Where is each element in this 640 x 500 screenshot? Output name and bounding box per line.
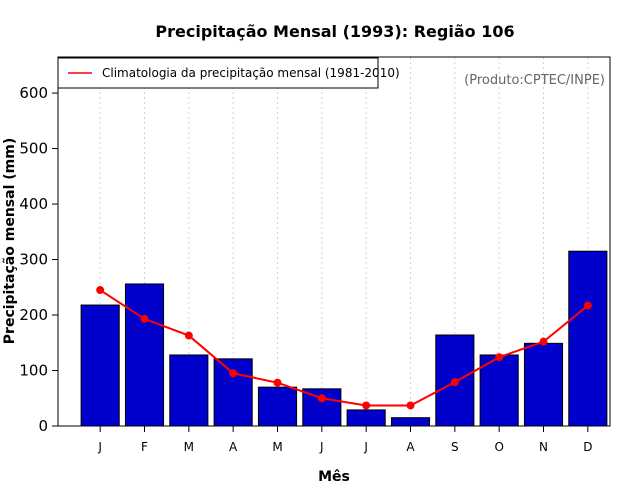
climatology-point (229, 369, 238, 378)
x-tick-label: D (583, 440, 592, 454)
x-tick-label: F (141, 440, 148, 454)
precipitation-bar (568, 250, 608, 427)
climatology-point (583, 301, 592, 310)
y-tick-label: 0 (38, 417, 48, 435)
climatology-point (96, 286, 105, 295)
plot-frame (57, 56, 611, 427)
y-tick-label: 100 (19, 362, 48, 380)
x-axis-title: Mês (318, 469, 350, 485)
x-tick-label: J (97, 440, 102, 454)
precipitation-bar (257, 386, 298, 427)
x-tick-label: J (319, 440, 324, 454)
y-tick-label: 200 (19, 306, 48, 324)
x-tick-label: J (363, 440, 368, 454)
climatology-line (99, 289, 589, 407)
grid-layer (99, 57, 589, 426)
y-axis-title: Precipitação mensal (mm) (2, 138, 18, 344)
climatology-point (273, 378, 282, 387)
precipitation-bar (346, 409, 386, 427)
precipitation-bar (169, 354, 209, 427)
product-credit: (Produto:CPTEC/INPE) (464, 73, 605, 88)
legend-entry-climatology: Climatologia da precipitação mensal (198… (102, 66, 400, 80)
x-tick-label: A (406, 440, 415, 454)
x-tick-label: A (229, 440, 238, 454)
climatology-point (140, 314, 149, 323)
climatology-point (539, 337, 548, 346)
climatology-line-layer (96, 286, 592, 410)
precipitation-bar (80, 304, 120, 427)
climatology-point (184, 331, 193, 340)
x-tick-label: O (494, 440, 503, 454)
precipitation-bar (523, 342, 564, 427)
x-tick-label: S (451, 440, 459, 454)
legend: Climatologia da precipitação mensal (198… (57, 57, 400, 89)
y-tick-label: 500 (19, 140, 48, 158)
legend-box (57, 57, 379, 89)
precipitation-bar (124, 283, 165, 427)
climatology-point (362, 401, 371, 410)
y-axis: 0 100 200 300 400 500 600 (19, 84, 58, 435)
bars-layer (80, 250, 608, 427)
y-tick-label: 400 (19, 195, 48, 213)
climatology-point (406, 401, 415, 410)
chart-title: Precipitação Mensal (1993): Região 106 (155, 22, 514, 41)
climatology-point (495, 353, 504, 362)
precipitation-bar (213, 358, 253, 427)
x-tick-label: M (272, 440, 282, 454)
y-tick-label: 600 (19, 84, 48, 102)
x-tick-label: N (539, 440, 548, 454)
x-tick-label: M (184, 440, 194, 454)
climatology-point (450, 378, 459, 387)
climatology-point (317, 394, 326, 403)
y-tick-label: 300 (19, 251, 48, 269)
precipitation-bar (390, 417, 431, 427)
